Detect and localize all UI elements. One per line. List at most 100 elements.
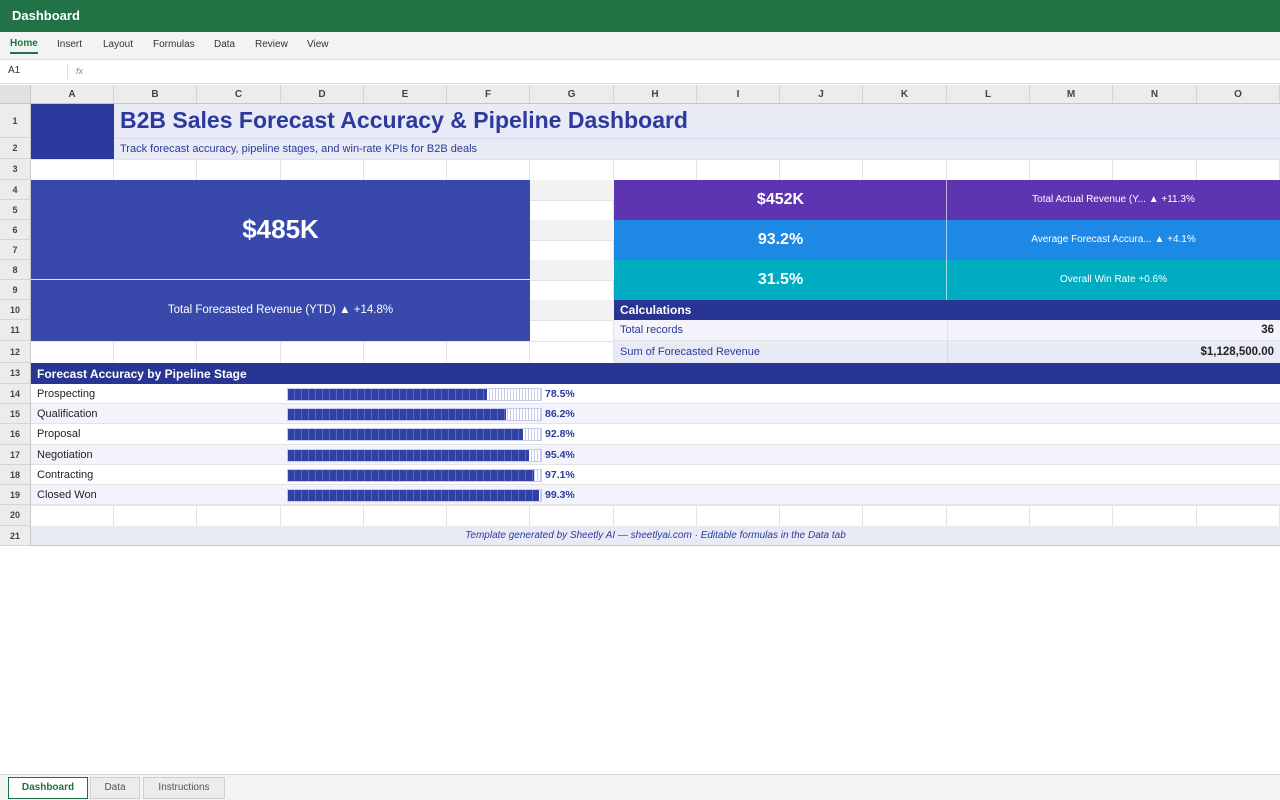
row-header-13[interactable]: 13 — [0, 363, 31, 384]
stage-row[interactable]: Proposal — [31, 424, 1280, 445]
stage-label: Qualification — [37, 408, 98, 420]
stage-row[interactable]: Closed Won — [31, 485, 1280, 505]
col-header-f[interactable]: F — [447, 85, 530, 104]
calc-label-cell[interactable]: Sum of Forecasted Revenue — [614, 341, 947, 363]
kpi-divider — [946, 260, 947, 300]
kpi-forecast-accuracy-value: 93.2% — [757, 231, 804, 248]
row-header-4[interactable]: 4 — [0, 180, 31, 200]
row-header-20[interactable]: 20 — [0, 505, 31, 526]
stage-row[interactable]: Prospecting — [31, 384, 1280, 404]
sheet-tab-instructions[interactable]: Instructions — [143, 777, 225, 799]
col-header-g[interactable]: G — [530, 85, 614, 104]
ribbon-tab-view[interactable]: View — [307, 39, 329, 50]
spacer-cell[interactable] — [530, 220, 614, 240]
app-title: Dashboard — [12, 8, 80, 23]
col-header-h[interactable]: H — [614, 85, 697, 104]
col-header-m[interactable]: M — [1030, 85, 1113, 104]
kpi-actual-revenue-value: $452K — [756, 191, 805, 208]
stage-bar-pct: 99.3% — [545, 489, 575, 501]
row-header-10[interactable]: 10 — [0, 300, 31, 320]
spacer-cell[interactable] — [530, 180, 614, 200]
sheet-tab-data[interactable]: Data — [90, 777, 140, 799]
hero-kpi-card[interactable]: $485K Total Forecasted Revenue (YTD) ▲ +… — [31, 180, 530, 341]
ribbon-tab-formulas[interactable]: Formulas — [153, 39, 195, 50]
calc-value-cell[interactable]: 36 — [947, 320, 1280, 341]
stage-section-header[interactable]: Forecast Accuracy by Pipeline Stage — [31, 363, 1280, 384]
row-header-2[interactable]: 2 — [0, 138, 31, 159]
row-header-7[interactable]: 7 — [0, 240, 31, 260]
hero-divider — [31, 279, 530, 280]
row-header-11[interactable]: 11 — [0, 320, 31, 341]
title-cell[interactable]: B2B Sales Forecast Accuracy & Pipeline D… — [114, 104, 1280, 138]
row-header-15[interactable]: 15 — [0, 404, 31, 424]
row-header-19[interactable]: 19 — [0, 485, 31, 505]
col-header-c[interactable]: C — [197, 85, 281, 104]
col-header-b[interactable]: B — [114, 85, 197, 104]
row-header-5[interactable]: 5 — [0, 200, 31, 220]
ribbon: Home Insert Layout Formulas Data Review … — [0, 32, 1280, 60]
col-header-o[interactable]: O — [1197, 85, 1280, 104]
stage-bar-fill — [288, 409, 507, 420]
row-header-16[interactable]: 16 — [0, 424, 31, 445]
kpi-forecast-accuracy[interactable]: 93.2% Average Forecast Accura... ▲ +4.1% — [614, 220, 1280, 260]
kpi-win-rate[interactable]: 31.5% Overall Win Rate +0.6% — [614, 260, 1280, 300]
stage-bar-fill — [288, 470, 534, 481]
select-all-corner[interactable] — [0, 85, 31, 104]
ribbon-tab-data[interactable]: Data — [214, 39, 236, 50]
col-header-j[interactable]: J — [780, 85, 863, 104]
col-header-e[interactable]: E — [364, 85, 447, 104]
spacer-cell[interactable] — [530, 300, 614, 320]
calc-label-cell[interactable]: Total records — [614, 320, 947, 341]
col-header-n[interactable]: N — [1113, 85, 1197, 104]
spacer-cell[interactable] — [530, 260, 614, 280]
kpi-divider — [946, 220, 947, 260]
row-header-21[interactable]: 21 — [0, 526, 31, 546]
dashboard-subtitle: Track forecast accuracy, pipeline stages… — [120, 143, 478, 155]
calculations-header[interactable]: Calculations — [614, 300, 1280, 320]
stage-label: Negotiation — [37, 449, 93, 461]
stage-bar-track — [287, 408, 542, 421]
row-header-17[interactable]: 17 — [0, 445, 31, 465]
stage-bar-track — [287, 428, 542, 441]
kpi-actual-revenue-label: Total Actual Revenue (Y... ▲ +11.3% — [1032, 194, 1195, 205]
col-header-d[interactable]: D — [281, 85, 364, 104]
ribbon-tab-home[interactable]: Home — [10, 38, 38, 54]
row-header-14[interactable]: 14 — [0, 384, 31, 404]
calc-total-records-value: 36 — [1261, 324, 1274, 336]
row-header-3[interactable]: 3 — [0, 159, 31, 180]
stage-bar-fill — [288, 389, 487, 400]
kpi-actual-revenue[interactable]: $452K Total Actual Revenue (Y... ▲ +11.3… — [614, 180, 1280, 220]
col-header-a[interactable]: A — [31, 85, 114, 104]
stage-row[interactable]: Qualification — [31, 404, 1280, 424]
stage-bar-pct: 86.2% — [545, 408, 575, 420]
col-header-k[interactable]: K — [863, 85, 947, 104]
name-box[interactable]: A1 — [8, 65, 21, 76]
fx-icon: fx — [76, 66, 84, 76]
sheet-tab-dashboard[interactable]: Dashboard — [8, 777, 88, 799]
kpi-win-rate-label: Overall Win Rate +0.6% — [1060, 274, 1167, 285]
row-header-1[interactable]: 1 — [0, 104, 31, 138]
stage-bar-fill — [288, 450, 530, 461]
stage-bar-track — [287, 449, 542, 462]
col-header-l[interactable]: L — [947, 85, 1030, 104]
ribbon-tab-review[interactable]: Review — [255, 39, 288, 50]
ribbon-tab-layout[interactable]: Layout — [103, 39, 134, 50]
subtitle-cell[interactable]: Track forecast accuracy, pipeline stages… — [114, 138, 1280, 159]
row-header-6[interactable]: 6 — [0, 220, 31, 240]
stage-bar-pct: 97.1% — [545, 469, 575, 481]
calc-value-cell[interactable]: $1,128,500.00 — [947, 341, 1280, 363]
hero-kpi-label: Total Forecasted Revenue (YTD) ▲ +14.8% — [167, 304, 394, 316]
row-header-12[interactable]: 12 — [0, 341, 31, 363]
row-header-9[interactable]: 9 — [0, 280, 31, 300]
footer-cell[interactable]: Template generated by Sheetly AI — sheet… — [31, 526, 1280, 546]
stage-row[interactable]: Negotiation — [31, 445, 1280, 465]
ribbon-tab-insert[interactable]: Insert — [57, 39, 83, 50]
col-header-i[interactable]: I — [697, 85, 780, 104]
stage-row[interactable]: Contracting — [31, 465, 1280, 485]
stage-bar-track — [287, 388, 542, 401]
row-header-18[interactable]: 18 — [0, 465, 31, 485]
row-header-8[interactable]: 8 — [0, 260, 31, 280]
spreadsheet-grid[interactable]: A B C D E F G H I J K L M N O 1 2 3 4 5 … — [0, 85, 1280, 546]
footer-note: Template generated by Sheetly AI — sheet… — [465, 530, 846, 541]
kpi-win-rate-value: 31.5% — [757, 271, 804, 288]
